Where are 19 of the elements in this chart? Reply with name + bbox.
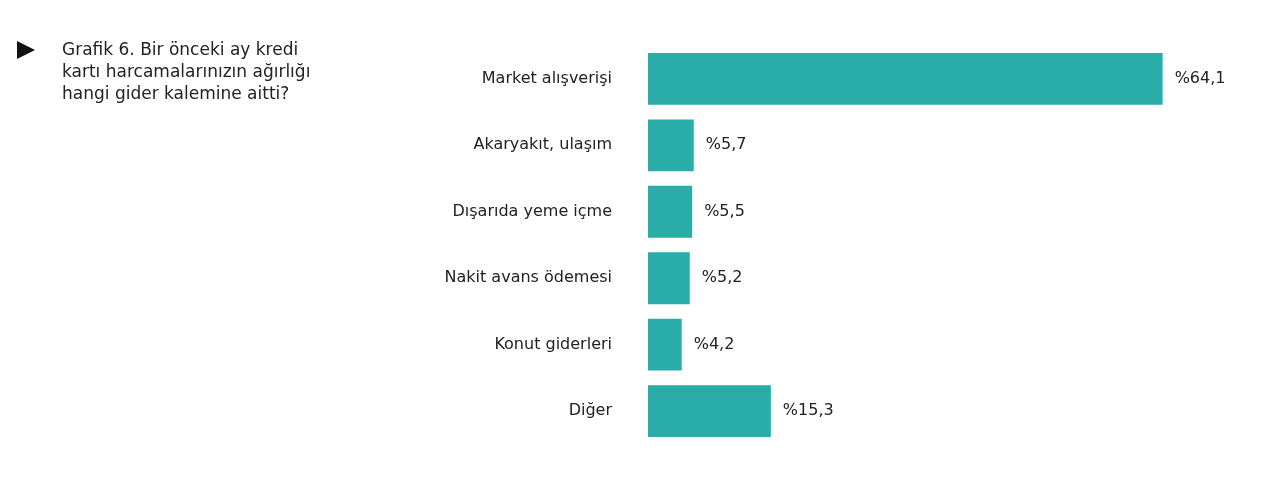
text: Grafik 6. Bir önceki ay kredi kartı harcamalarınızın ağırlığı hangi gider kalemine aitti? (62, 38, 312, 104)
y-tick-label: Dışarıda yeme içme (452, 200, 612, 220)
y-tick-label: Diğer (568, 400, 613, 420)
bar (648, 252, 690, 305)
data-label: %4,2 (693, 333, 735, 353)
y-tick-label: Market alışverişi (481, 67, 612, 87)
y-tick-label: Konut giderleri (494, 333, 612, 353)
data-label: %5,5 (704, 200, 745, 220)
data-label: %64,1 (1174, 67, 1226, 87)
bar (648, 52, 1163, 105)
bar (648, 185, 693, 238)
bar (648, 385, 771, 438)
y-tick-label: Akaryakıt, ulaşım (473, 134, 612, 154)
bar (648, 119, 694, 172)
data-label: %5,2 (701, 267, 743, 287)
data-label: %15,3 (782, 400, 834, 420)
bar (648, 318, 682, 371)
y-tick-label: Nakit avans ödemesi (444, 267, 612, 287)
data-label: %5,7 (705, 134, 747, 154)
